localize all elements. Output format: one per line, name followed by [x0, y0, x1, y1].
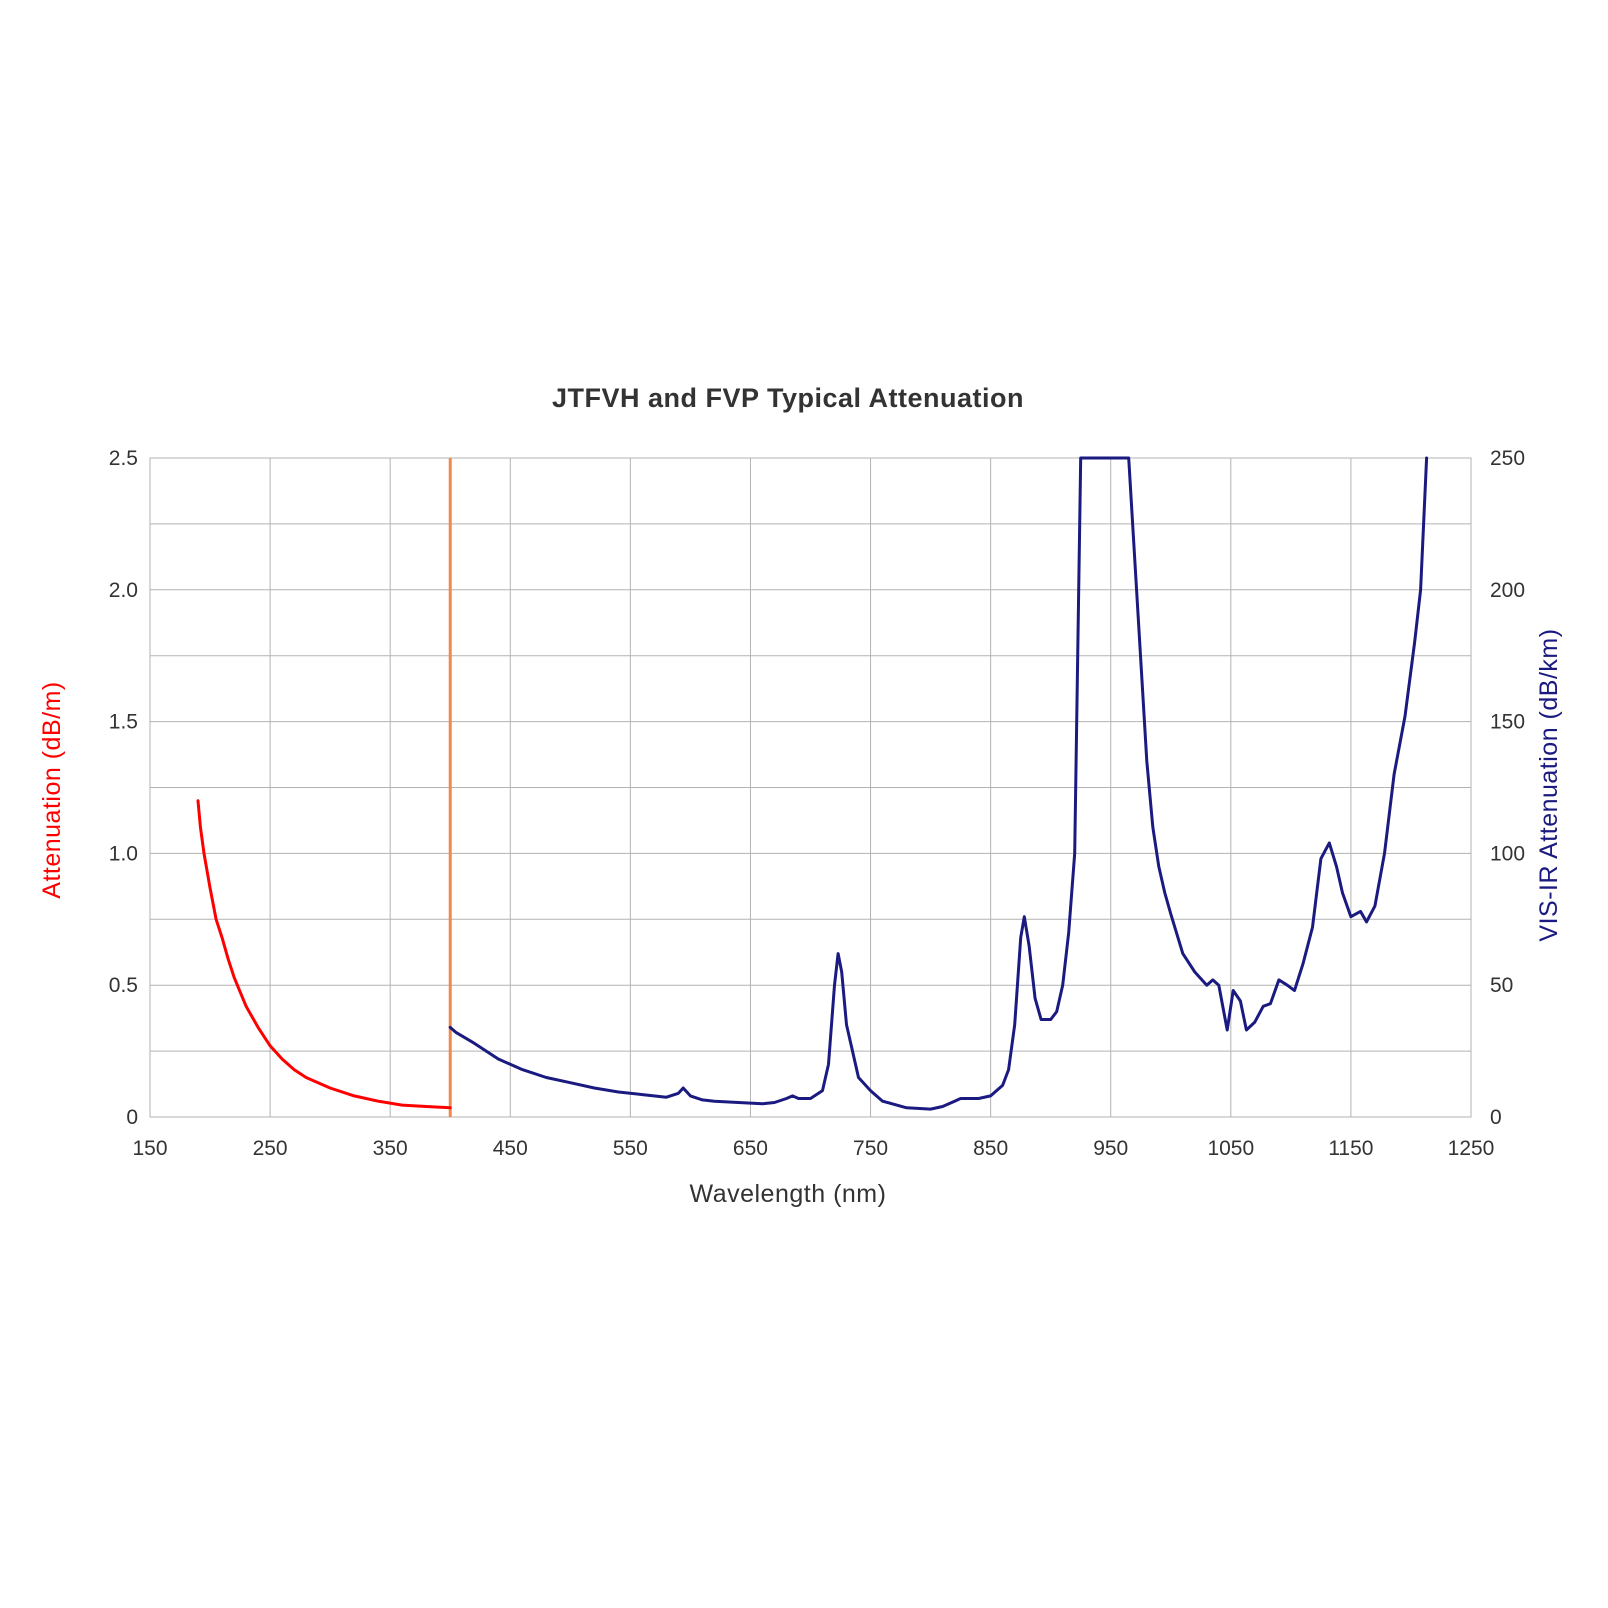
right-tick-label: 200 — [1490, 579, 1525, 602]
left-tick-label: 2.5 — [109, 447, 138, 470]
right-tick-label: 150 — [1490, 711, 1525, 734]
x-tick-label: 250 — [253, 1137, 288, 1160]
chart-title: JTFVH and FVP Typical Attenuation — [552, 383, 1024, 413]
left-tick-label: 1.5 — [109, 711, 138, 734]
left-tick-label: 2.0 — [109, 579, 138, 602]
right-tick-label: 50 — [1490, 974, 1513, 997]
x-tick-label: 750 — [853, 1137, 888, 1160]
visir-series-line — [448, 456, 1429, 1111]
left-tick-label: 0 — [126, 1106, 138, 1129]
x-tick-label: 850 — [973, 1137, 1008, 1160]
left-axis-label: Attenuation (dB/m) — [38, 681, 66, 898]
right-tick-label: 250 — [1490, 447, 1525, 470]
left-tick-label: 0.5 — [109, 974, 138, 997]
x-tick-label: 150 — [132, 1137, 167, 1160]
left-tick-label: 1.0 — [109, 842, 138, 865]
x-tick-label: 550 — [613, 1137, 648, 1160]
x-axis-ticks: 150 250 350 450 550 650 750 850 950 1050 1150 1250 — [132, 1137, 1494, 1160]
right-axis-ticks: 0 50 100 150 200 250 — [1490, 447, 1525, 1129]
plot-frame — [149, 457, 1472, 1118]
x-tick-label: 650 — [733, 1137, 768, 1160]
right-axis-label: VIS-IR Attenuation (dB/km) — [1535, 628, 1563, 941]
series-layer — [196, 456, 1429, 1117]
x-tick-label: 1150 — [1328, 1137, 1373, 1160]
x-tick-label: 450 — [493, 1137, 528, 1160]
uv-series-line — [196, 799, 452, 1110]
left-axis-ticks: 0 0.5 1.0 1.5 2.0 2.5 — [109, 447, 138, 1129]
x-tick-label: 950 — [1093, 1137, 1128, 1160]
right-tick-label: 0 — [1490, 1106, 1502, 1129]
right-tick-label: 100 — [1490, 842, 1525, 865]
x-tick-label: 350 — [373, 1137, 408, 1160]
x-tick-label: 1250 — [1448, 1137, 1495, 1160]
grid — [149, 457, 1472, 1118]
x-axis-label: Wavelength (nm) — [690, 1180, 887, 1208]
x-tick-label: 1050 — [1207, 1137, 1254, 1160]
